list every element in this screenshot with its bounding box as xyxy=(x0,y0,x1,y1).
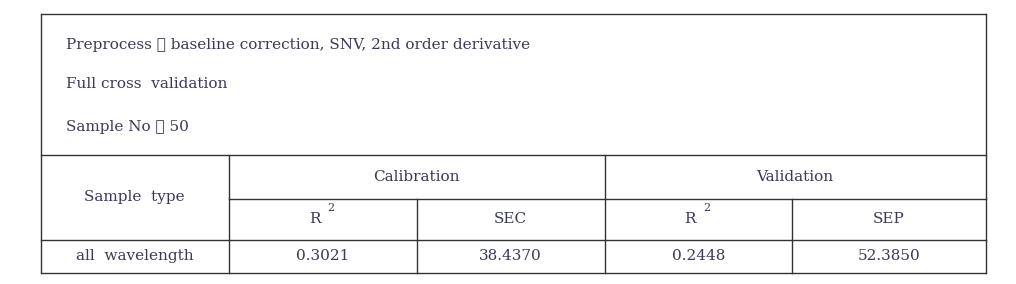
Text: all  wavelength: all wavelength xyxy=(76,249,193,263)
Text: SEC: SEC xyxy=(494,212,527,226)
Text: Sample No ： 50: Sample No ： 50 xyxy=(66,120,189,134)
Text: 38.4370: 38.4370 xyxy=(480,249,542,263)
Text: Calibration: Calibration xyxy=(373,170,460,184)
Text: 52.3850: 52.3850 xyxy=(858,249,920,263)
Text: Preprocess ： baseline correction, SNV, 2nd order derivative: Preprocess ： baseline correction, SNV, 2… xyxy=(66,38,530,52)
Text: 0.3021: 0.3021 xyxy=(296,249,350,263)
Text: Sample  type: Sample type xyxy=(84,190,185,204)
Text: 2: 2 xyxy=(703,203,710,213)
Text: 2: 2 xyxy=(327,203,334,213)
Text: R: R xyxy=(685,212,696,226)
Text: R: R xyxy=(309,212,320,226)
Text: 0.2448: 0.2448 xyxy=(672,249,725,263)
Text: Full cross  validation: Full cross validation xyxy=(66,78,228,91)
Text: SEP: SEP xyxy=(873,212,905,226)
Text: Validation: Validation xyxy=(757,170,833,184)
